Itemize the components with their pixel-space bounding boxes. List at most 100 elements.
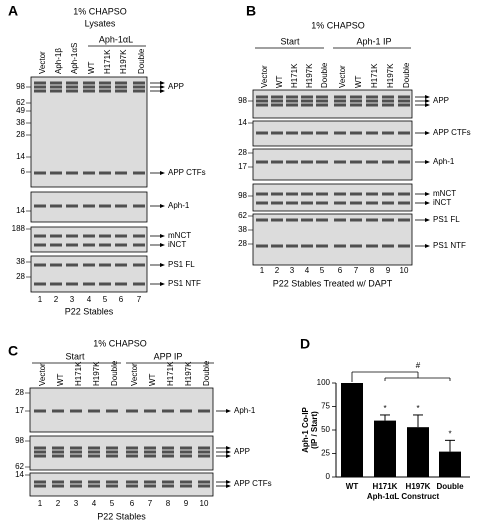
y-tick-label: 25 xyxy=(321,449,330,458)
band xyxy=(180,454,192,458)
lane-number: 2 xyxy=(275,266,280,275)
band xyxy=(334,99,346,103)
y-tick-label: 100 xyxy=(317,378,331,387)
arrow-head xyxy=(226,484,231,488)
band xyxy=(271,192,283,196)
y-tick-label: 0 xyxy=(326,472,331,481)
band xyxy=(115,204,127,208)
band xyxy=(66,204,78,208)
band xyxy=(99,282,111,286)
band xyxy=(70,454,82,458)
band xyxy=(66,282,78,286)
band xyxy=(350,160,362,164)
band-label: APP xyxy=(433,96,449,105)
annotation: * xyxy=(383,404,386,413)
band xyxy=(34,409,46,413)
band xyxy=(115,234,127,238)
band xyxy=(198,454,210,458)
band xyxy=(133,263,145,267)
band xyxy=(99,263,111,267)
band xyxy=(126,454,138,458)
band xyxy=(162,446,174,450)
band xyxy=(301,99,313,103)
arrow-head xyxy=(160,89,165,93)
band xyxy=(256,95,268,99)
band-label: APP CTFs xyxy=(234,479,272,488)
band xyxy=(50,263,62,267)
band xyxy=(133,282,145,286)
band xyxy=(34,282,46,286)
band xyxy=(106,450,118,454)
y-axis-label: (IP / Start) xyxy=(310,411,319,449)
lane-number: 4 xyxy=(305,266,310,275)
band xyxy=(115,81,127,85)
panel-header: 1% CHAPSO xyxy=(311,20,365,30)
mw-marker: 17 xyxy=(15,406,24,415)
band-label: mNCT xyxy=(168,231,191,240)
band-label: iNCT xyxy=(433,198,451,207)
band xyxy=(316,95,328,99)
band xyxy=(133,234,145,238)
lane-number: 9 xyxy=(184,499,189,508)
mw-marker: 188 xyxy=(12,224,26,233)
lane-label: H171K xyxy=(370,63,379,88)
band xyxy=(115,263,127,267)
band xyxy=(34,81,46,85)
band xyxy=(350,201,362,205)
band xyxy=(286,99,298,103)
band xyxy=(180,484,192,488)
band-label: APP xyxy=(168,82,184,91)
band xyxy=(316,131,328,135)
band xyxy=(52,409,64,413)
arrow-head xyxy=(160,85,165,89)
band xyxy=(144,409,156,413)
arrow-head xyxy=(160,234,165,238)
band xyxy=(83,85,95,89)
mw-marker: 62 xyxy=(16,98,25,107)
band xyxy=(83,263,95,267)
mw-marker: 98 xyxy=(16,82,25,91)
x-tick-label: WT xyxy=(346,482,359,491)
mw-marker: 98 xyxy=(15,436,24,445)
lane-number: 4 xyxy=(92,499,97,508)
mw-marker: 62 xyxy=(15,462,24,471)
annotation: # xyxy=(416,361,421,370)
arrow-head xyxy=(226,450,231,454)
band-label: APP CTFs xyxy=(168,168,206,177)
band xyxy=(34,450,46,454)
lane-number: 2 xyxy=(56,499,61,508)
mw-marker: 28 xyxy=(238,239,247,248)
mw-marker: 38 xyxy=(238,225,247,234)
lane-label: Double xyxy=(320,62,329,88)
band xyxy=(144,446,156,450)
band xyxy=(301,160,313,164)
band xyxy=(301,192,313,196)
band xyxy=(382,103,394,107)
band xyxy=(115,243,127,247)
band xyxy=(366,244,378,248)
band xyxy=(316,99,328,103)
band xyxy=(382,95,394,99)
band xyxy=(83,89,95,93)
band xyxy=(50,282,62,286)
lane-label: Vector xyxy=(38,51,47,74)
blot xyxy=(30,76,148,188)
arrow-head xyxy=(425,131,430,135)
band xyxy=(99,81,111,85)
lane-number: 6 xyxy=(130,499,135,508)
band xyxy=(301,95,313,99)
band xyxy=(398,99,410,103)
mw-marker: 14 xyxy=(16,152,25,161)
band xyxy=(271,244,283,248)
lane-label: H197K xyxy=(386,63,395,88)
band xyxy=(162,484,174,488)
lane-number: 8 xyxy=(166,499,171,508)
lane-number: 5 xyxy=(103,295,108,304)
blot xyxy=(29,472,214,497)
band xyxy=(180,480,192,484)
lane-label: Aph-1β xyxy=(54,48,63,74)
panel-header: 1% CHAPSO xyxy=(73,6,127,16)
band xyxy=(133,89,145,93)
band xyxy=(34,89,46,93)
arrow-head xyxy=(226,480,231,484)
